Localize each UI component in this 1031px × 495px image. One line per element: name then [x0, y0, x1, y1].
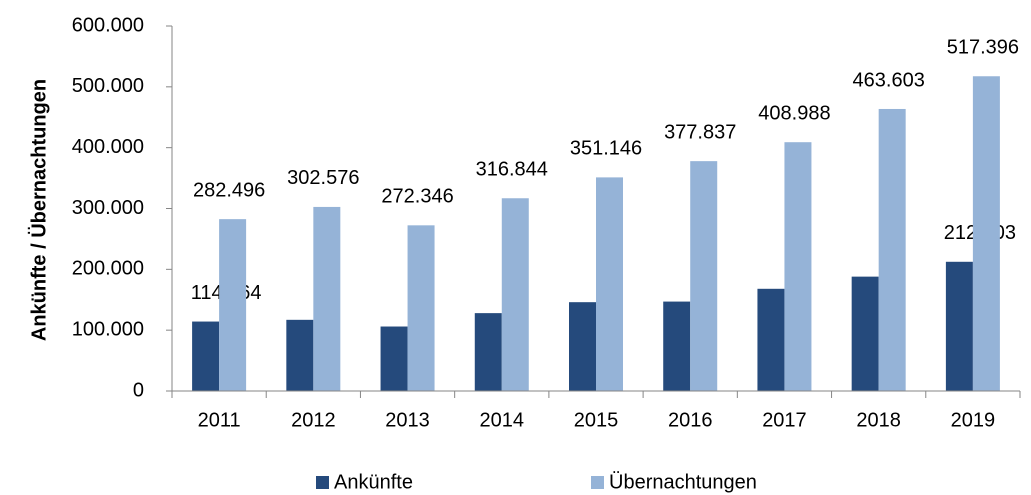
data-label: 377.837	[664, 121, 736, 143]
bar	[219, 219, 247, 391]
legend-label: Übernachtungen	[609, 471, 757, 493]
legend-swatch	[316, 476, 329, 489]
data-label: 351.146	[570, 138, 642, 160]
bar	[474, 313, 502, 391]
bar	[945, 261, 973, 391]
data-label: 408.988	[758, 102, 830, 124]
y-tick-label: 400.000	[72, 136, 144, 158]
y-tick-label: 600.000	[72, 14, 144, 36]
x-tick-label: 2012	[291, 409, 336, 431]
bar	[972, 76, 1000, 391]
bar	[313, 206, 341, 391]
x-tick-label: 2015	[574, 409, 619, 431]
bar	[784, 142, 812, 391]
x-tick-label: 2017	[762, 409, 807, 431]
bar	[878, 108, 906, 391]
bar	[407, 225, 435, 391]
bar	[380, 326, 408, 391]
data-label: 282.496	[193, 179, 265, 201]
x-tick-label: 2014	[480, 409, 525, 431]
legend-label: Ankünfte	[334, 471, 413, 493]
data-label: 302.576	[287, 167, 359, 189]
x-tick-label: 2016	[668, 409, 713, 431]
bar	[851, 276, 879, 391]
data-label: 316.844	[476, 159, 548, 181]
bar	[690, 161, 718, 391]
bar	[757, 288, 785, 391]
x-tick-label: 2019	[951, 409, 996, 431]
data-label: 272.346	[381, 186, 453, 208]
x-tick-label: 2013	[385, 409, 430, 431]
x-tick-label: 2018	[856, 409, 901, 431]
data-label: 463.603	[853, 69, 925, 91]
bar	[192, 321, 220, 391]
legend-swatch	[591, 476, 604, 489]
y-tick-label: 200.000	[72, 258, 144, 280]
y-tick-label: 100.000	[72, 318, 144, 340]
bar	[569, 302, 596, 391]
x-tick-label: 2011	[198, 409, 241, 431]
y-axis-label: Ankünfte / Übernachtungen	[27, 79, 50, 341]
y-tick-label: 500.000	[72, 75, 144, 97]
bar	[663, 301, 691, 391]
data-label: 517.396	[947, 37, 1019, 59]
y-tick-label: 0	[133, 379, 144, 401]
bar	[596, 177, 623, 391]
bar	[286, 319, 314, 391]
y-tick-label: 300.000	[72, 197, 144, 219]
bar	[501, 198, 529, 391]
